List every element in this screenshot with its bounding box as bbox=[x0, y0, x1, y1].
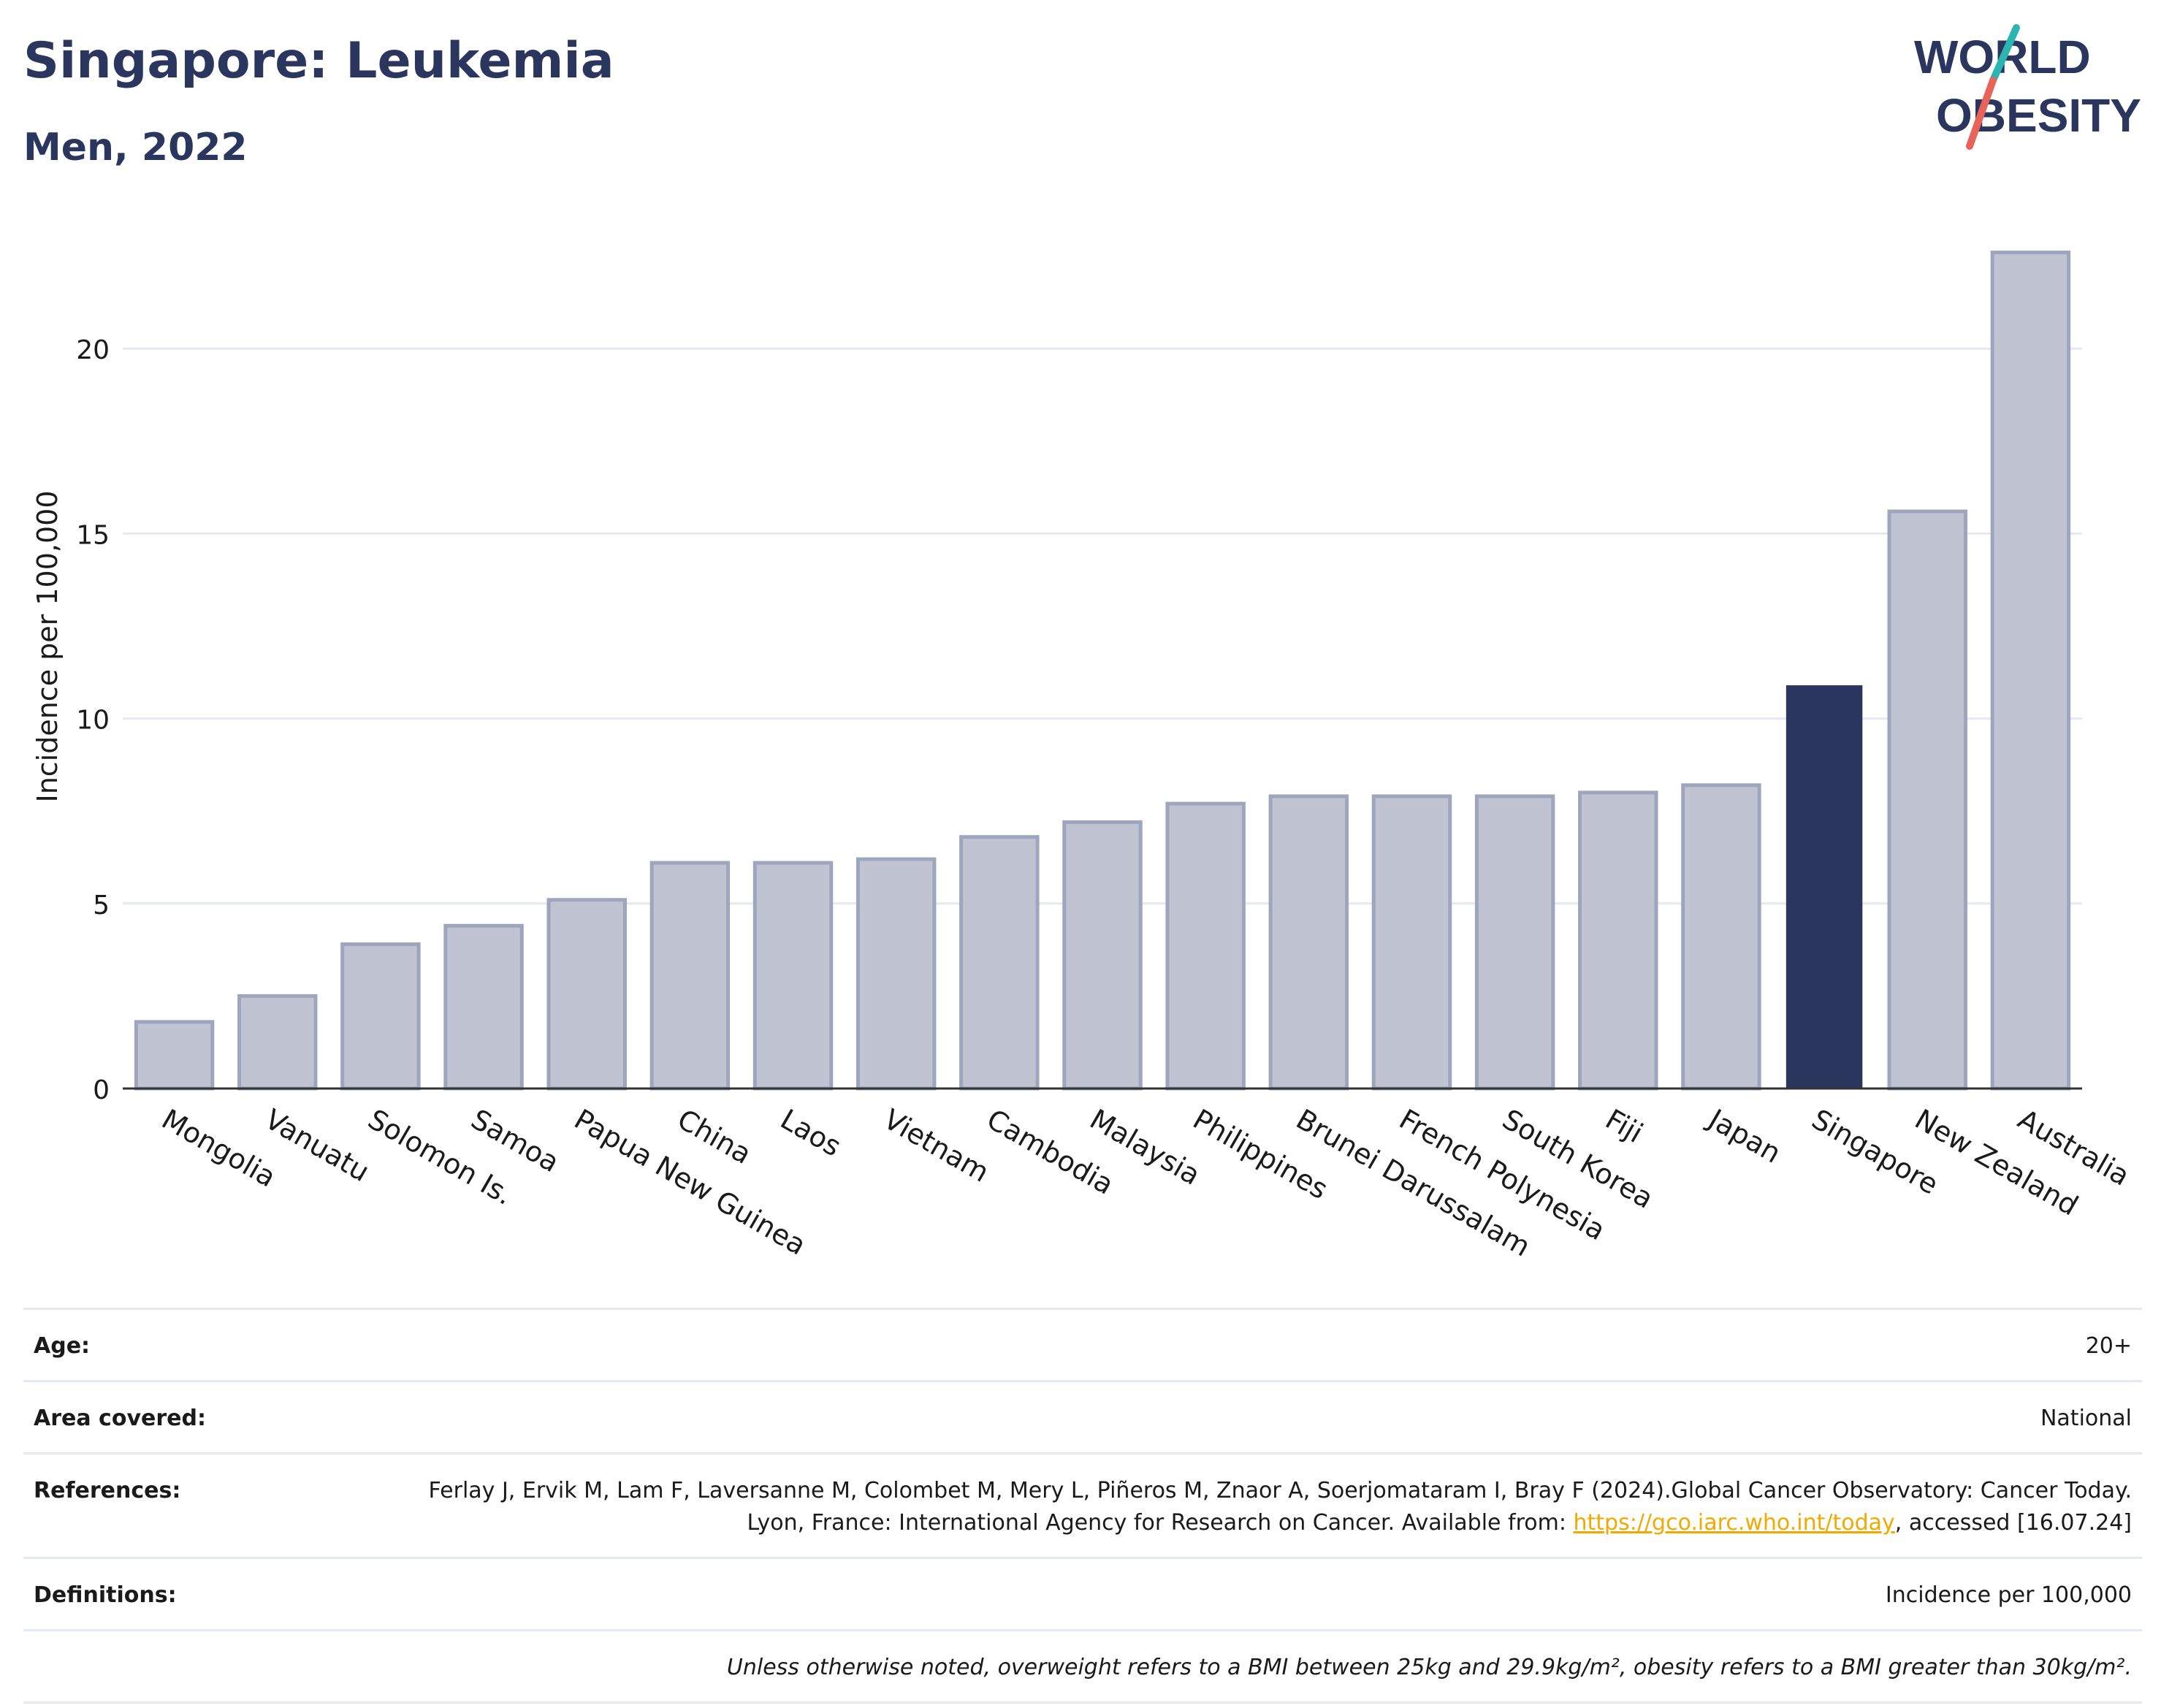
chart-subtitle: Men, 2022 bbox=[23, 126, 248, 169]
bar bbox=[1887, 509, 1967, 1091]
chart-title: Singapore: Leukemia bbox=[23, 32, 614, 90]
bar bbox=[959, 835, 1040, 1091]
bar bbox=[1785, 685, 1863, 1089]
y-tick-label: 10 bbox=[76, 706, 110, 736]
bar bbox=[237, 994, 318, 1091]
info-row-area: Area covered: National bbox=[23, 1380, 2142, 1452]
definitions-value: Incidence per 100,000 bbox=[1885, 1582, 2132, 1608]
bar bbox=[340, 942, 421, 1091]
bar bbox=[1681, 783, 1761, 1091]
bar bbox=[443, 923, 524, 1091]
bar bbox=[1268, 794, 1349, 1091]
bar bbox=[134, 1020, 215, 1091]
y-axis-title: Incidence per 100,000 bbox=[31, 490, 64, 802]
x-tick-label: Fiji bbox=[1600, 1103, 1648, 1149]
area-label: Area covered: bbox=[34, 1406, 206, 1431]
y-tick-label: 20 bbox=[76, 335, 110, 365]
bar bbox=[1990, 251, 2071, 1091]
age-label: Age: bbox=[34, 1333, 91, 1359]
logo-line2: OBESITY bbox=[1936, 89, 2141, 142]
bar bbox=[752, 861, 834, 1091]
bar bbox=[1578, 790, 1658, 1091]
info-row-age: Age: 20+ bbox=[23, 1308, 2142, 1380]
x-tick-label: Mongolia bbox=[156, 1103, 281, 1194]
info-row-definitions: Definitions: Incidence per 100,000 bbox=[23, 1557, 2142, 1629]
x-tick-label: Laos bbox=[775, 1103, 847, 1163]
info-row-note: Unless otherwise noted, overweight refer… bbox=[23, 1629, 2142, 1704]
references-label: References: bbox=[34, 1478, 181, 1503]
references-text: Ferlay J, Ervik M, Lam F, Laversanne M, … bbox=[428, 1478, 2132, 1536]
bmi-note: Unless otherwise noted, overweight refer… bbox=[726, 1655, 2132, 1680]
y-tick-label: 5 bbox=[93, 891, 110, 920]
references-accessed: , accessed [16.07.24] bbox=[1894, 1510, 2132, 1536]
bar bbox=[855, 857, 937, 1091]
x-tick-label: Japan bbox=[1702, 1102, 1787, 1170]
y-tick-label: 0 bbox=[93, 1075, 110, 1105]
x-tick-label: Vietnam bbox=[878, 1103, 994, 1189]
info-table: Age: 20+ Area covered: National Referenc… bbox=[23, 1308, 2142, 1704]
world-obesity-logo: WORLD OBESITY bbox=[1899, 22, 2148, 153]
bar bbox=[1474, 794, 1555, 1091]
logo-slash-coral bbox=[1966, 77, 1997, 150]
area-value: National bbox=[2040, 1406, 2132, 1431]
info-row-references: References: Ferlay J, Ervik M, Lam F, La… bbox=[23, 1452, 2142, 1557]
x-tick-label: Vanuatu bbox=[259, 1103, 375, 1188]
age-value: 20+ bbox=[2085, 1333, 2132, 1359]
y-tick-label: 15 bbox=[76, 520, 110, 550]
bar-chart: 0 5 10 15 20 Mongolia Vanuatu Solomon Is. Samoa P… bbox=[31, 251, 2135, 1263]
bar bbox=[1371, 794, 1452, 1091]
bar bbox=[1165, 801, 1246, 1091]
bar bbox=[1062, 820, 1143, 1091]
logo-slash-teal bbox=[1989, 24, 2020, 84]
bar bbox=[649, 861, 731, 1091]
bar bbox=[546, 898, 627, 1091]
references-value: Ferlay J, Ervik M, Lam F, Laversanne M, … bbox=[399, 1475, 2132, 1539]
definitions-label: Definitions: bbox=[34, 1582, 177, 1608]
references-link[interactable]: https://gco.iarc.who.int/today bbox=[1573, 1510, 1895, 1536]
